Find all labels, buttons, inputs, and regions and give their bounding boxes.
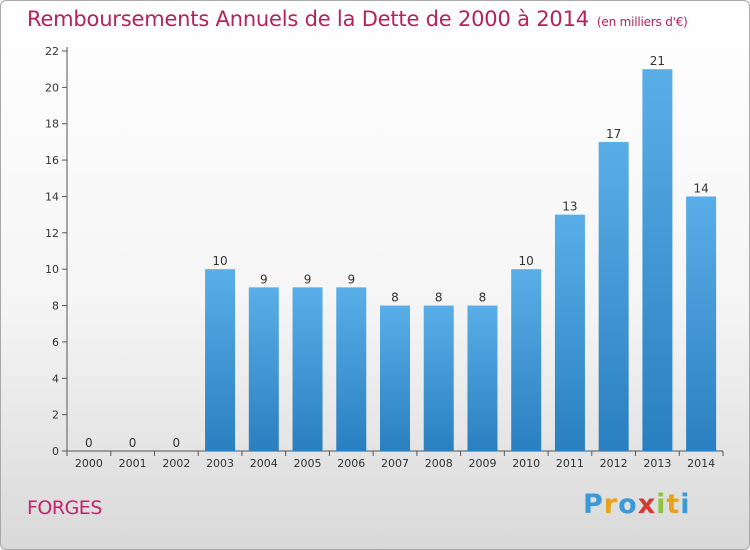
x-tick-label: 2009	[468, 457, 496, 470]
bar	[467, 305, 498, 451]
x-tick-label: 2001	[119, 457, 147, 470]
y-tick-label: 20	[45, 81, 59, 94]
logo-letter: i	[656, 489, 667, 520]
x-tick-label: 2010	[512, 457, 540, 470]
logo-letter: i	[680, 489, 691, 520]
proxiti-logo: Proxiti	[583, 489, 691, 520]
x-tick-label: 2008	[425, 457, 453, 470]
x-tick-label: 2012	[600, 457, 628, 470]
y-tick-label: 18	[45, 118, 59, 131]
bar	[336, 287, 367, 451]
bar	[642, 69, 673, 451]
logo-letter: x	[637, 489, 657, 520]
chart-unit-note: (en milliers d'€)	[596, 15, 688, 29]
bar	[554, 214, 585, 451]
bar	[248, 287, 279, 451]
bar-value-label: 0	[129, 436, 137, 450]
bar-value-label: 14	[693, 181, 708, 195]
bar-value-label: 9	[304, 272, 312, 286]
bar	[380, 305, 410, 451]
x-tick-label: 2013	[643, 457, 671, 470]
logo-letter: t	[666, 489, 681, 520]
x-tick-label: 2003	[206, 457, 234, 470]
x-tick-label: 2014	[687, 457, 715, 470]
x-tick-label: 2007	[381, 457, 409, 470]
bar	[686, 196, 717, 451]
chart-bars: 0 0 0 10 9 9 9 8 8 8 10 13 17 21 14	[85, 54, 717, 451]
x-tick-label: 2011	[556, 457, 584, 470]
bar	[292, 287, 323, 451]
bar-value-label: 21	[650, 54, 665, 68]
bar	[511, 269, 542, 451]
bar	[598, 141, 629, 451]
bar-value-label: 8	[391, 291, 399, 305]
bar-value-label: 13	[562, 200, 577, 214]
chart-title: Remboursements Annuels de la Dette de 20…	[27, 7, 688, 31]
logo-letter: r	[603, 489, 619, 520]
chart-title-text: Remboursements Annuels de la Dette de 20…	[27, 7, 589, 31]
y-tick-label: 2	[52, 409, 59, 422]
bar-value-label: 10	[519, 254, 534, 268]
bar-value-label: 17	[606, 127, 621, 141]
bar	[205, 269, 236, 451]
y-tick-label: 6	[52, 336, 59, 349]
town-name: FORGES	[27, 497, 102, 519]
bar-value-label: 8	[435, 291, 443, 305]
logo-letter: o	[618, 489, 638, 520]
bar-value-label: 9	[347, 272, 355, 286]
x-tick-label: 2000	[75, 457, 103, 470]
x-tick-label: 2002	[162, 457, 190, 470]
y-tick-label: 10	[45, 263, 59, 276]
bar-value-label: 0	[85, 436, 93, 450]
chart-axes: 0 2 4 6 8 10 12 14 16 18 20 22 2000 2001 2002 2003 2004 2…	[45, 45, 724, 470]
x-tick-label: 2004	[250, 457, 278, 470]
y-tick-label: 8	[52, 300, 59, 313]
y-tick-label: 12	[45, 227, 59, 240]
bar-value-label: 9	[260, 272, 268, 286]
y-tick-label: 22	[45, 45, 59, 58]
y-tick-label: 14	[45, 190, 59, 203]
y-tick-label: 16	[45, 154, 59, 167]
y-tick-label: 4	[52, 372, 59, 385]
bar-value-label: 0	[173, 436, 181, 450]
bar-value-label: 10	[212, 254, 227, 268]
logo-letter: P	[583, 489, 604, 520]
y-tick-label: 0	[52, 445, 59, 458]
bar	[423, 305, 454, 451]
bar-value-label: 8	[479, 291, 487, 305]
x-tick-label: 2006	[337, 457, 365, 470]
x-tick-label: 2005	[294, 457, 322, 470]
